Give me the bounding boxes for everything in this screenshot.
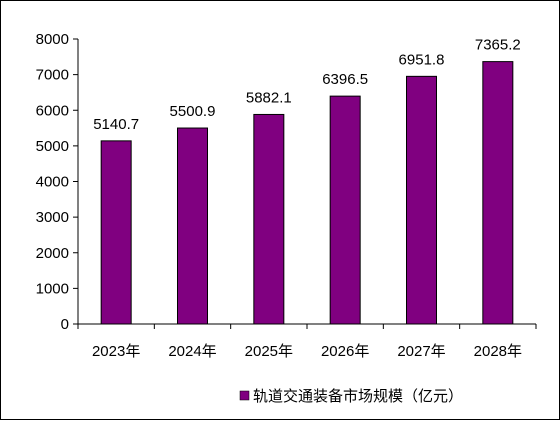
x-tick-label: 2027年 bbox=[397, 343, 445, 360]
legend-label: 轨道交通装备市场规模（亿元） bbox=[253, 387, 463, 405]
data-label: 6396.5 bbox=[322, 71, 368, 88]
bars bbox=[100, 61, 514, 325]
data-label: 7365.2 bbox=[475, 37, 521, 54]
data-labels: 5140.7 5500.9 5882.1 6396.5 6951.8 7365.2 bbox=[93, 37, 521, 133]
y-tick-label: 6000 bbox=[36, 102, 69, 119]
y-tick-label: 3000 bbox=[36, 209, 69, 226]
y-tick-label: 4000 bbox=[36, 174, 69, 191]
y-tick-label: 7000 bbox=[36, 67, 69, 84]
data-label: 5500.9 bbox=[170, 103, 216, 120]
x-tick-label: 2025年 bbox=[245, 343, 293, 360]
y-axis: 0 1000 2000 3000 4000 5000 6000 7000 8000 bbox=[36, 31, 79, 333]
bar bbox=[100, 140, 132, 325]
bar bbox=[482, 61, 514, 325]
y-tick-label: 1000 bbox=[36, 280, 69, 297]
data-label: 5882.1 bbox=[246, 89, 292, 106]
bar bbox=[406, 75, 437, 325]
y-tick-label: 5000 bbox=[36, 138, 69, 155]
x-axis: 2023年 2024年 2025年 2026年 2027年 2028年 bbox=[77, 323, 537, 360]
y-tick-label: 0 bbox=[61, 316, 69, 333]
x-tick-label: 2028年 bbox=[474, 343, 522, 360]
data-label: 6951.8 bbox=[399, 51, 445, 68]
x-tick-label: 2026年 bbox=[321, 343, 369, 360]
x-tick-label: 2023年 bbox=[92, 343, 140, 360]
data-label: 5140.7 bbox=[93, 116, 139, 133]
y-tick-label: 2000 bbox=[36, 245, 69, 262]
bar bbox=[253, 113, 285, 325]
legend: 轨道交通装备市场规模（亿元） bbox=[239, 387, 463, 405]
bar bbox=[329, 95, 361, 325]
bar bbox=[177, 127, 208, 325]
y-tick-label: 8000 bbox=[36, 31, 69, 48]
legend-swatch bbox=[239, 390, 250, 401]
x-tick-label: 2024年 bbox=[168, 343, 216, 360]
